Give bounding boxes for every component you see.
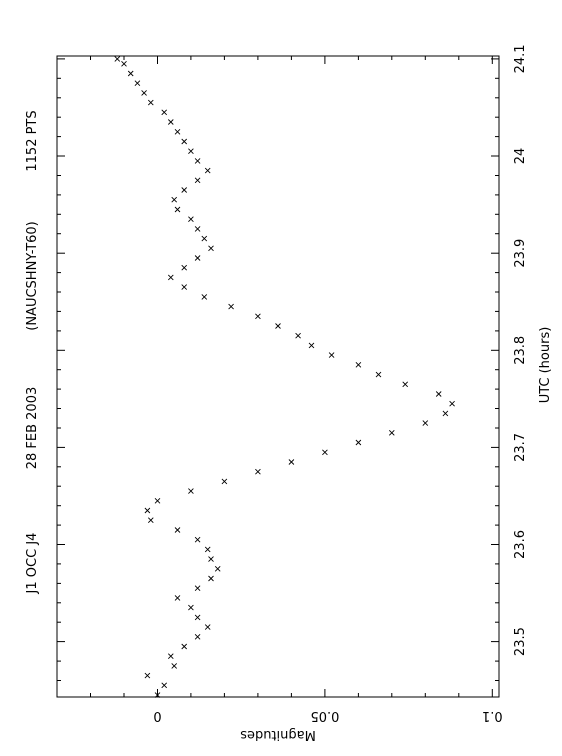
data-point xyxy=(154,497,161,504)
data-point xyxy=(167,119,174,125)
data-point xyxy=(204,546,211,553)
data-point xyxy=(167,653,174,660)
data-point xyxy=(322,449,328,456)
x-tick-label: 24 xyxy=(513,148,528,165)
data-point xyxy=(181,284,188,290)
data-point xyxy=(388,429,395,436)
data-point xyxy=(167,274,174,281)
data-point xyxy=(228,303,234,310)
data-point xyxy=(402,381,409,388)
data-point xyxy=(355,439,362,446)
data-point xyxy=(181,187,188,193)
data-point xyxy=(141,90,147,96)
data-point xyxy=(181,138,188,145)
data-point xyxy=(435,391,442,397)
data-point xyxy=(188,216,194,223)
data-point xyxy=(194,177,201,184)
data-point xyxy=(221,478,228,485)
data-point xyxy=(147,99,154,106)
axis-ticks xyxy=(56,56,499,697)
header-date: 28 FEB 2003 xyxy=(25,387,40,470)
data-point xyxy=(308,342,315,349)
data-point xyxy=(194,536,201,543)
y-tick-label: 0.1 xyxy=(482,708,503,723)
data-point xyxy=(188,604,194,611)
data-point xyxy=(201,235,208,242)
data-point xyxy=(161,109,168,116)
data-point xyxy=(188,148,194,155)
y-tick-label: 0.05 xyxy=(310,708,339,723)
x-tick-label: 23.7 xyxy=(513,433,528,462)
x-tick-label: 23.9 xyxy=(513,239,528,268)
data-point xyxy=(147,517,154,524)
data-point xyxy=(204,624,211,630)
data-point xyxy=(201,294,208,300)
x-tick-labels: 23.5 23.6 23.7 23.8 23.9 24 24.1 xyxy=(513,44,528,656)
plot-frame xyxy=(56,55,500,698)
data-point xyxy=(355,361,362,368)
data-point xyxy=(121,60,127,67)
x-tick-label: 23.5 xyxy=(513,627,528,656)
data-point xyxy=(194,158,201,164)
data-point xyxy=(114,56,121,62)
data-point xyxy=(295,332,301,339)
data-point xyxy=(144,672,151,679)
data-point xyxy=(181,264,188,271)
header-points: 1152 PTS xyxy=(25,110,40,171)
x-tick-label: 23.8 xyxy=(513,336,528,365)
data-point xyxy=(174,128,181,135)
data-point xyxy=(134,80,141,87)
data-point xyxy=(181,643,188,650)
data-point xyxy=(255,468,261,475)
data-point xyxy=(275,323,281,329)
data-point xyxy=(174,595,181,601)
data-point xyxy=(171,663,178,669)
data-point xyxy=(194,633,201,640)
data-point xyxy=(154,692,161,698)
data-point xyxy=(194,585,201,592)
data-point xyxy=(194,226,201,232)
data-point xyxy=(208,245,214,252)
x-tick-label: 24.1 xyxy=(513,44,528,73)
data-point xyxy=(375,371,382,378)
y-tick-labels: 0 0.05 0.1 xyxy=(153,708,502,723)
x-axis-label: UTC (hours) xyxy=(538,327,553,404)
y-tick-label: 0 xyxy=(153,708,161,723)
x-tick-label: 23.6 xyxy=(513,530,528,559)
data-point xyxy=(214,565,221,572)
data-point xyxy=(208,575,214,582)
data-point xyxy=(188,488,194,494)
data-point xyxy=(204,167,211,174)
data-point xyxy=(442,410,449,417)
data-point xyxy=(449,400,455,407)
header-observatory: (NAUCSHNY-T60) xyxy=(25,221,40,330)
data-point xyxy=(194,614,201,621)
y-axis-label: Magnitudes xyxy=(240,727,316,742)
data-point xyxy=(171,196,178,203)
data-point xyxy=(174,206,181,213)
data-point xyxy=(127,70,134,77)
data-point xyxy=(161,682,168,689)
data-point xyxy=(255,313,261,320)
data-point xyxy=(174,527,181,533)
data-points xyxy=(114,56,455,698)
data-point xyxy=(208,556,214,562)
header-object: J1 OCC J4 xyxy=(25,533,40,595)
data-point xyxy=(328,352,335,358)
data-point xyxy=(422,420,429,426)
data-point xyxy=(144,507,151,514)
data-point xyxy=(288,459,295,465)
data-point xyxy=(194,255,201,261)
